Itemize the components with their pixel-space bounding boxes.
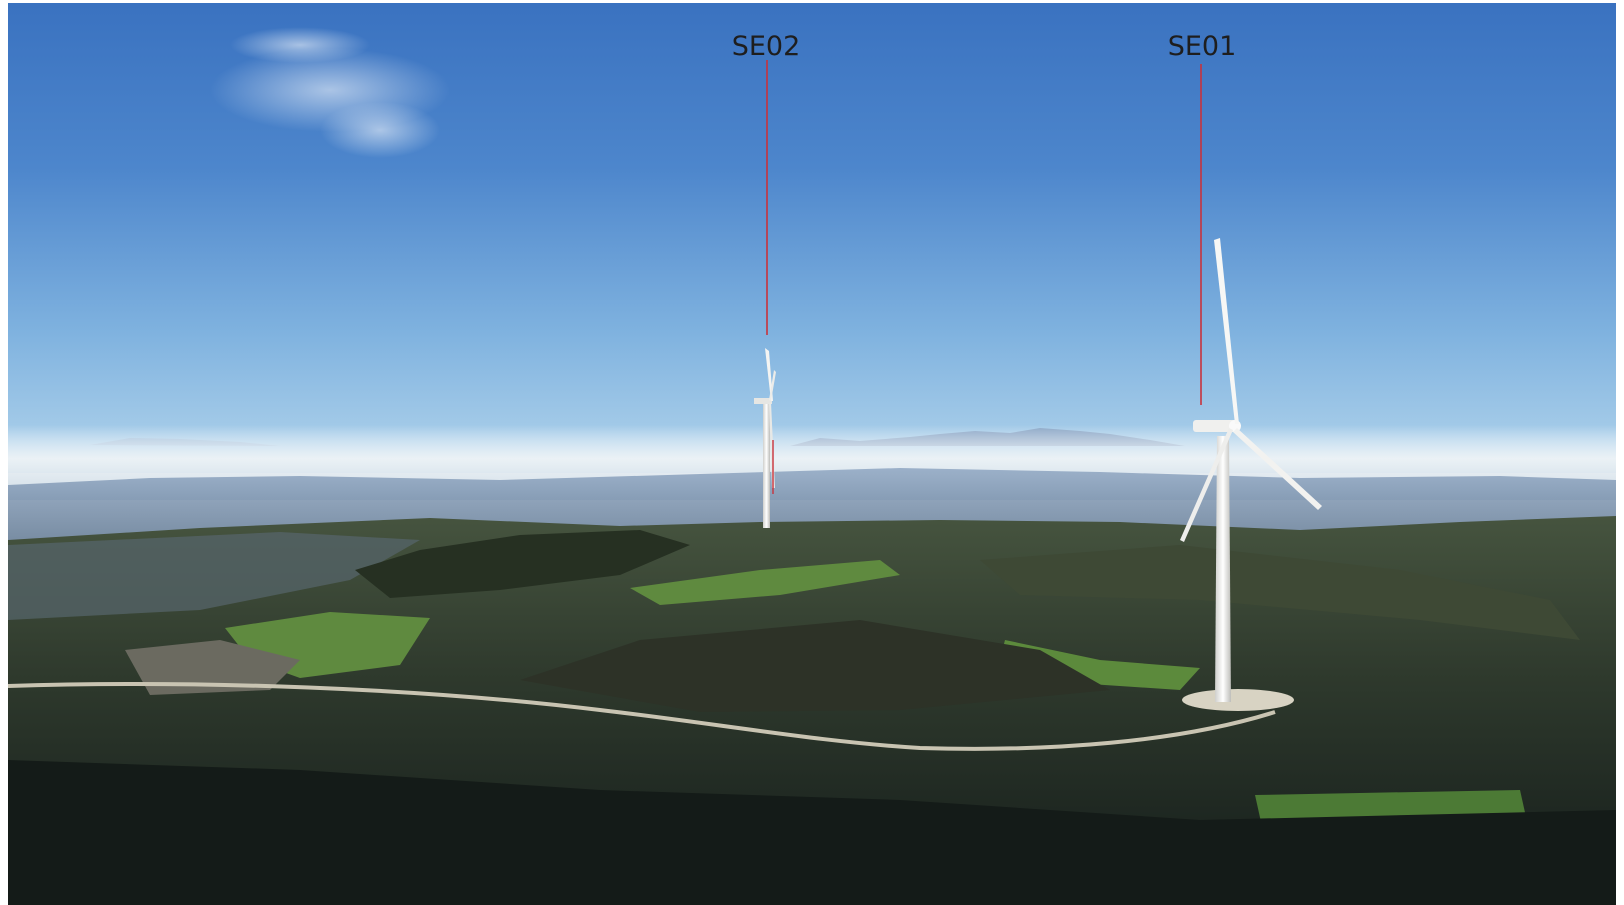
field-left-valley (8, 532, 420, 620)
access-road (7, 682, 1276, 751)
plowed-field-center (520, 620, 1110, 712)
turbine-se01 (1180, 238, 1322, 702)
turbine-label-se01: SE01 (1168, 31, 1237, 62)
cloud-wisp (210, 27, 450, 158)
plowed-field-left (125, 640, 300, 695)
green-field-center (630, 560, 900, 605)
forest-patch (355, 530, 690, 598)
turbine-platform (1182, 689, 1294, 711)
foreground-scrub (8, 760, 1616, 905)
turbine-label-se02: SE02 (732, 31, 801, 62)
terrace-right (980, 545, 1580, 640)
